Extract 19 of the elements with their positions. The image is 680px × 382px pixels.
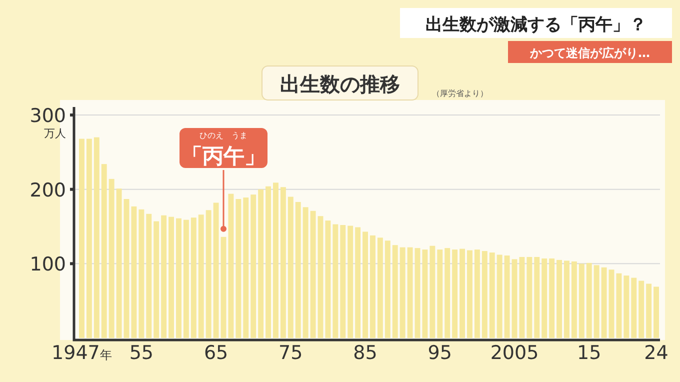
chart-title: 出生数の推移 xyxy=(280,72,400,96)
x-tick-label: 95 xyxy=(428,342,452,364)
x-tick-label: 24 xyxy=(644,342,668,364)
text: かつて迷信が広がり… xyxy=(529,46,650,60)
x-tick-label: 65 xyxy=(204,342,228,364)
y-tick-label: 100 xyxy=(30,254,66,276)
x-tick-label: 2005 xyxy=(490,342,539,364)
y-axis-title: 万人 xyxy=(44,127,66,140)
text: 出生数が激減する「丙午」？ xyxy=(426,15,646,35)
x-tick-label: 55 xyxy=(129,342,154,364)
x-tick-label: 85 xyxy=(353,342,378,364)
y-tick-label: 300 xyxy=(30,105,66,127)
text: （厚労省より） xyxy=(432,89,488,98)
x-tick-label: 75 xyxy=(278,342,303,364)
x-tick-label: 1947年 xyxy=(52,342,112,364)
x-tick-label: 15 xyxy=(577,342,602,364)
y-tick-label: 200 xyxy=(30,179,66,202)
annotation: ひのえ うま xyxy=(200,131,248,140)
annotation: 「丙午」 xyxy=(182,144,266,168)
